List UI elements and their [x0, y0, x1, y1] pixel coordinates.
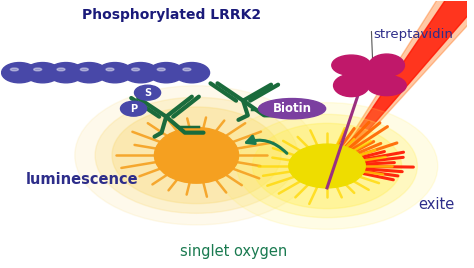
- Ellipse shape: [80, 68, 88, 71]
- Text: exite: exite: [418, 197, 454, 212]
- Ellipse shape: [369, 54, 404, 76]
- Text: luminescence: luminescence: [26, 172, 138, 187]
- Circle shape: [25, 62, 60, 83]
- Ellipse shape: [57, 68, 65, 71]
- Ellipse shape: [75, 86, 318, 225]
- Ellipse shape: [289, 144, 365, 188]
- Ellipse shape: [95, 97, 298, 213]
- Circle shape: [356, 68, 382, 83]
- Ellipse shape: [155, 128, 238, 183]
- Circle shape: [148, 62, 184, 83]
- Ellipse shape: [112, 107, 281, 204]
- Circle shape: [174, 62, 210, 83]
- Polygon shape: [341, 0, 474, 154]
- Ellipse shape: [106, 68, 114, 71]
- Ellipse shape: [216, 103, 438, 229]
- Text: singlet oxygen: singlet oxygen: [180, 244, 287, 259]
- Text: streptavidin: streptavidin: [374, 28, 454, 40]
- Text: P: P: [130, 104, 137, 114]
- Circle shape: [48, 62, 84, 83]
- Ellipse shape: [367, 75, 406, 96]
- Circle shape: [120, 101, 146, 116]
- Ellipse shape: [34, 68, 42, 71]
- Circle shape: [72, 62, 107, 83]
- Ellipse shape: [237, 114, 418, 218]
- Ellipse shape: [334, 74, 369, 97]
- Circle shape: [1, 62, 37, 83]
- Circle shape: [97, 62, 133, 83]
- Text: Biotin: Biotin: [273, 102, 311, 115]
- Circle shape: [135, 85, 161, 100]
- Circle shape: [123, 62, 158, 83]
- Ellipse shape: [258, 99, 326, 119]
- Polygon shape: [343, 0, 474, 153]
- Ellipse shape: [132, 68, 139, 71]
- Text: S: S: [144, 88, 151, 98]
- Text: Phosphorylated LRRK2: Phosphorylated LRRK2: [82, 8, 261, 22]
- Ellipse shape: [332, 55, 371, 75]
- Ellipse shape: [183, 68, 191, 71]
- Ellipse shape: [157, 68, 165, 71]
- Ellipse shape: [10, 68, 18, 71]
- Ellipse shape: [253, 123, 401, 209]
